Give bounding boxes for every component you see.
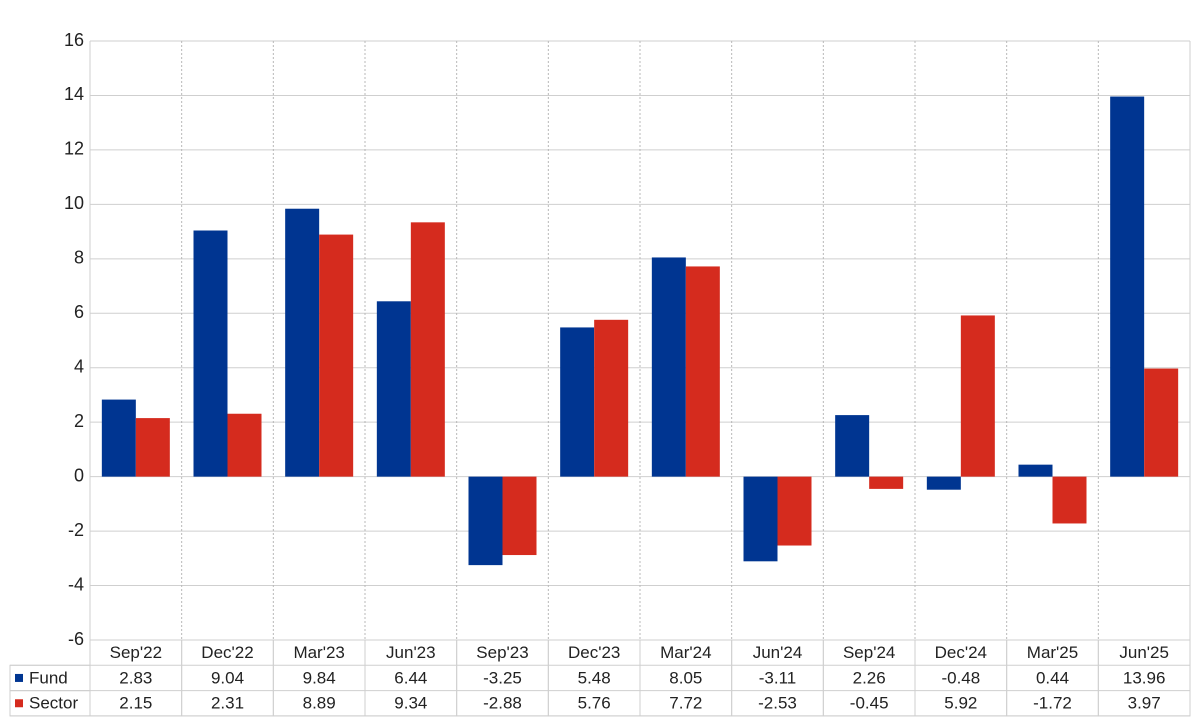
table-value: 13.96 (1123, 668, 1166, 687)
table-value: 2.83 (119, 668, 152, 687)
table-value: 6.44 (394, 668, 427, 687)
bar (101, 399, 136, 477)
table-value: 2.31 (211, 694, 244, 713)
table-value: 9.84 (303, 668, 336, 687)
table-value: 9.04 (211, 668, 244, 687)
table-value: 2.15 (119, 694, 152, 713)
y-tick-label: 10 (64, 193, 84, 213)
x-tick-label: Jun'24 (753, 643, 803, 662)
legend-label: Sector (29, 694, 78, 713)
y-tick-label: 2 (74, 411, 84, 431)
bar (376, 301, 411, 477)
x-tick-label: Dec'22 (201, 643, 253, 662)
table-value: 7.72 (669, 694, 702, 713)
y-tick-label: -2 (68, 520, 84, 540)
y-tick-label: -6 (68, 629, 84, 649)
bar (835, 415, 870, 477)
table-value: -1.72 (1033, 694, 1072, 713)
y-tick-label: 16 (64, 30, 84, 50)
bar (560, 327, 595, 477)
bar (502, 476, 537, 556)
x-tick-label: Sep'24 (843, 643, 895, 662)
legend-label: Fund (29, 668, 68, 687)
table-value: 8.05 (669, 668, 702, 687)
y-tick-label: 12 (64, 139, 84, 159)
bar (193, 230, 228, 477)
table-value: 3.97 (1128, 694, 1161, 713)
x-tick-label: Dec'23 (568, 643, 620, 662)
y-tick-label: 0 (74, 465, 84, 485)
x-tick-label: Sep'22 (110, 643, 162, 662)
table-value: -0.45 (850, 694, 889, 713)
table-value: -3.25 (483, 668, 522, 687)
bar (468, 476, 503, 566)
y-tick-label: 4 (74, 356, 84, 376)
x-tick-label: Mar'25 (1027, 643, 1078, 662)
table-value: 2.26 (853, 668, 886, 687)
bar (651, 257, 686, 477)
table-value: 5.76 (578, 694, 611, 713)
bar (1144, 368, 1179, 477)
x-tick-label: Mar'23 (293, 643, 344, 662)
bar (960, 315, 995, 477)
bar (319, 234, 354, 477)
bar (410, 222, 445, 477)
y-tick-label: 8 (74, 248, 84, 268)
x-tick-label: Jun'25 (1119, 643, 1169, 662)
y-tick-label: 14 (64, 84, 84, 104)
table-value: -2.53 (758, 694, 797, 713)
table-value: 0.44 (1036, 668, 1069, 687)
x-tick-label: Sep'23 (476, 643, 528, 662)
bar (594, 319, 629, 477)
table-value: 8.89 (303, 694, 336, 713)
table-value: 5.92 (944, 694, 977, 713)
bar (1110, 96, 1145, 477)
x-tick-label: Dec'24 (935, 643, 987, 662)
table-value: 9.34 (394, 694, 427, 713)
table-value: 5.48 (578, 668, 611, 687)
x-tick-label: Jun'23 (386, 643, 436, 662)
table-value: -3.11 (759, 668, 797, 687)
bar (743, 476, 778, 562)
bar (285, 208, 320, 477)
x-tick-label: Mar'24 (660, 643, 711, 662)
bar (926, 476, 961, 490)
bar (869, 476, 904, 489)
bar (227, 413, 262, 477)
bar (135, 418, 170, 477)
y-tick-label: -4 (68, 574, 84, 594)
legend-swatch (15, 673, 23, 682)
table-value: -0.48 (941, 668, 980, 687)
bar (1052, 476, 1087, 524)
y-tick-label: 6 (74, 302, 84, 322)
legend-swatch (15, 699, 23, 708)
bar (1018, 464, 1053, 477)
bar (685, 266, 720, 477)
bar (777, 476, 812, 546)
table-value: -2.88 (483, 694, 522, 713)
